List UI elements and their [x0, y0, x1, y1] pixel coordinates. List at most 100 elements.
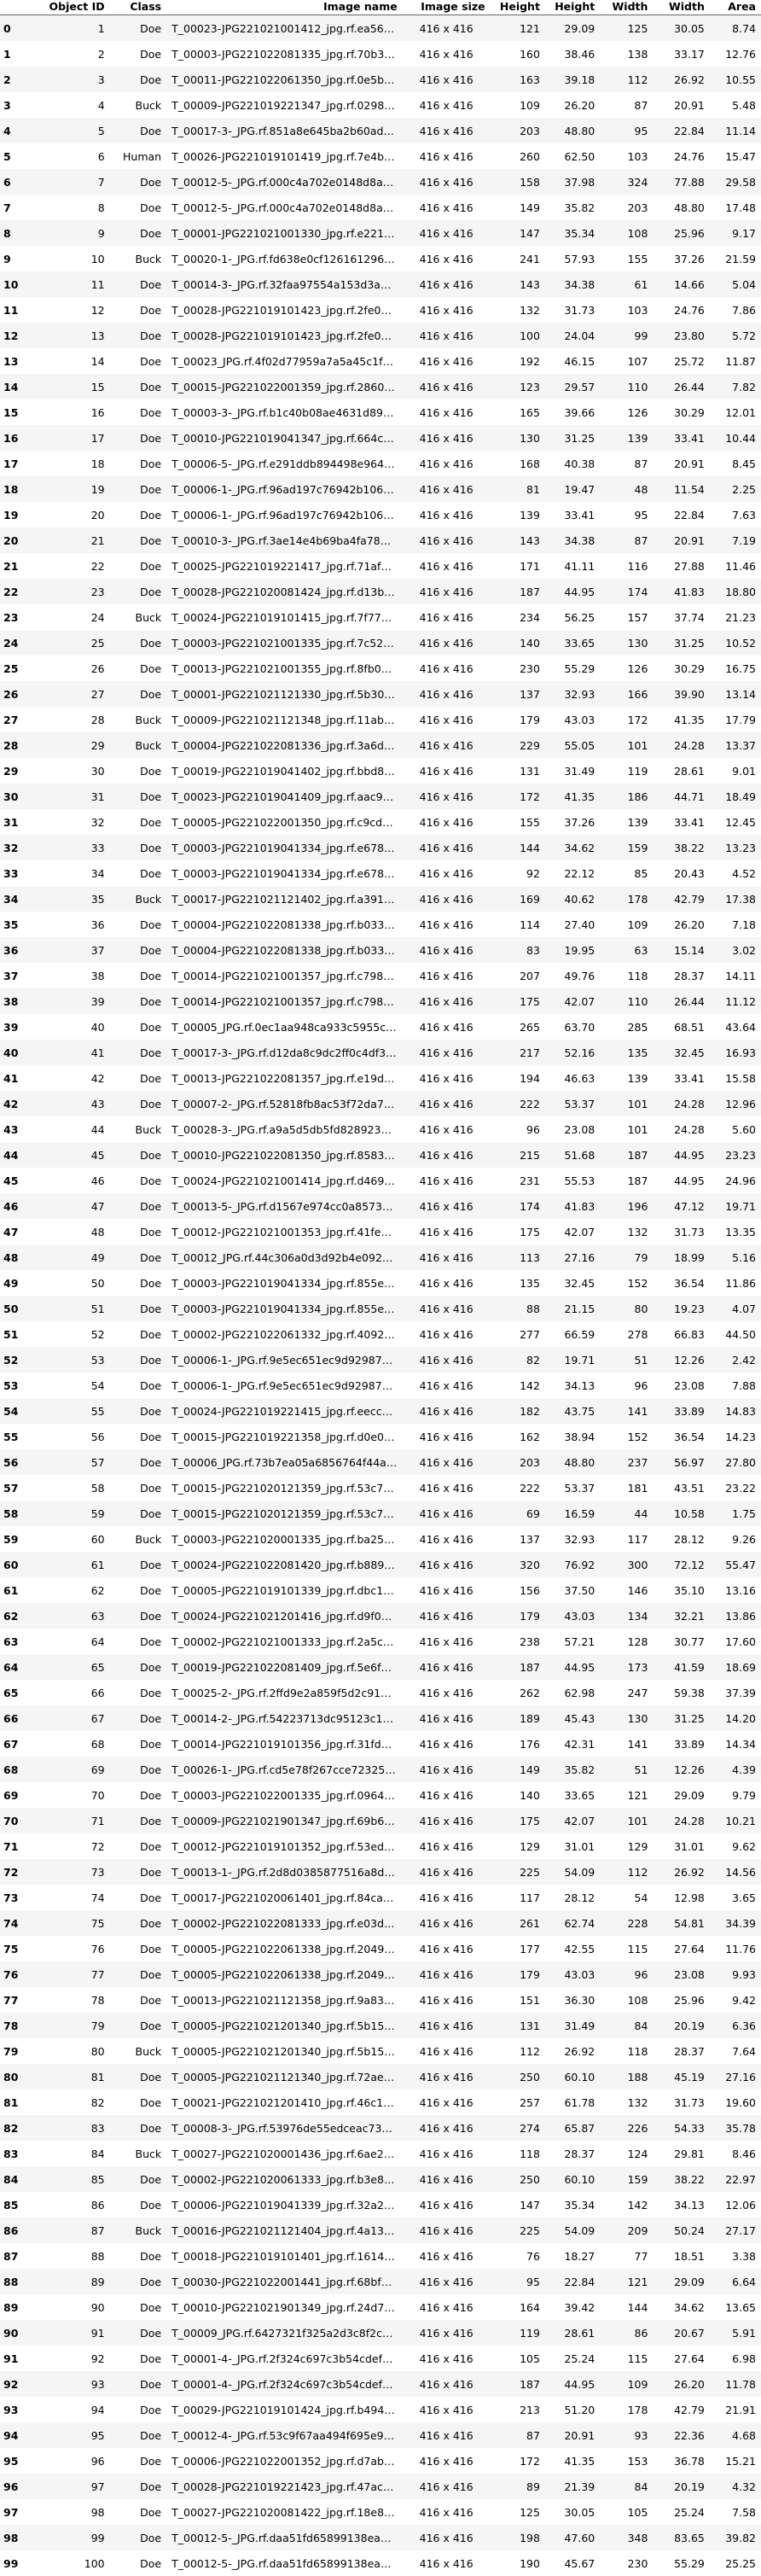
cell-height-pct: 23.08 — [545, 1116, 600, 1142]
cell-width-pct: 30.05 — [653, 15, 709, 42]
cell-index: 87 — [0, 2243, 35, 2269]
cell-image-size: 416 x 416 — [403, 553, 491, 579]
cell-width-px: 187 — [600, 1168, 653, 1193]
cell-class: Doe — [110, 1629, 166, 1654]
cell-width-pct: 37.74 — [653, 604, 709, 630]
cell-width-pct: 32.45 — [653, 1040, 709, 1065]
cell-object-id: 33 — [35, 835, 110, 860]
cell-height-pct: 37.26 — [545, 809, 600, 835]
cell-image-size: 416 x 416 — [403, 195, 491, 220]
cell-index: 33 — [0, 860, 35, 886]
cell-class: Doe — [110, 1501, 166, 1526]
cell-height-pct: 44.95 — [545, 579, 600, 604]
cell-height-px: 192 — [491, 348, 545, 374]
cell-height-pct: 53.37 — [545, 1091, 600, 1116]
cell-class: Doe — [110, 1987, 166, 2013]
cell-width-pct: 31.25 — [653, 1705, 709, 1731]
cell-width-pct: 18.99 — [653, 1244, 709, 1270]
cell-index: 38 — [0, 988, 35, 1014]
cell-object-id: 38 — [35, 963, 110, 988]
cell-height-px: 274 — [491, 2115, 545, 2141]
cell-image-name: T_00018-JPG221019101401_jpg.rf.1614f65ce… — [166, 2243, 403, 2269]
cell-width-px: 157 — [600, 604, 653, 630]
cell-class: Doe — [110, 1449, 166, 1475]
cell-width-pct: 38.22 — [653, 2166, 709, 2192]
cell-width-pct: 10.58 — [653, 1501, 709, 1526]
cell-area: 5.72 — [710, 323, 761, 348]
cell-height-pct: 36.30 — [545, 1987, 600, 2013]
cell-image-name: T_00012-5-_JPG.rf.000c4a702e0148d8ae0c33… — [166, 169, 403, 195]
cell-class: Doe — [110, 220, 166, 246]
cell-image-size: 416 x 416 — [403, 886, 491, 912]
cell-image-name: T_00030-JPG221022001441_jpg.rf.68bfb22c3… — [166, 2269, 403, 2294]
cell-object-id: 73 — [35, 1859, 110, 1885]
cell-width-pct: 29.09 — [653, 1782, 709, 1808]
cell-index: 60 — [0, 1552, 35, 1577]
cell-image-size: 416 x 416 — [403, 579, 491, 604]
cell-index: 53 — [0, 1373, 35, 1398]
cell-index: 94 — [0, 2422, 35, 2448]
cell-area: 4.32 — [710, 2474, 761, 2499]
cell-image-size: 416 x 416 — [403, 297, 491, 323]
cell-height-pct: 56.25 — [545, 604, 600, 630]
cell-image-name: T_00028-JPG221020081424_jpg.rf.d13b6f7ac… — [166, 579, 403, 604]
cell-class: Doe — [110, 630, 166, 656]
cell-image-size: 416 x 416 — [403, 2089, 491, 2115]
cell-width-pct: 12.26 — [653, 1757, 709, 1782]
cell-height-pct: 20.91 — [545, 2422, 600, 2448]
cell-class: Doe — [110, 1424, 166, 1449]
cell-height-pct: 51.20 — [545, 2397, 600, 2422]
cell-image-name: T_00021-JPG221021201410_jpg.rf.46c138ad2… — [166, 2089, 403, 2115]
cell-image-name: T_00024-JPG221019101415_jpg.rf.7f7720afb… — [166, 604, 403, 630]
cell-width-pct: 24.28 — [653, 1808, 709, 1833]
cell-image-name: T_00002-JPG221022061332_jpg.rf.40928839e… — [166, 1321, 403, 1347]
cell-object-id: 62 — [35, 1577, 110, 1603]
cell-width-px: 87 — [600, 451, 653, 476]
cell-image-size: 416 x 416 — [403, 1449, 491, 1475]
cell-image-size: 416 x 416 — [403, 1808, 491, 1833]
cell-index: 69 — [0, 1782, 35, 1808]
cell-object-id: 6 — [35, 143, 110, 169]
cell-width-pct: 48.80 — [653, 195, 709, 220]
cell-width-pct: 27.64 — [653, 2346, 709, 2371]
cell-class: Human — [110, 143, 166, 169]
cell-object-id: 83 — [35, 2115, 110, 2141]
cell-image-name: T_00012-JPG221021001353_jpg.rf.41fe9d7b7… — [166, 1219, 403, 1244]
cell-height-px: 262 — [491, 1680, 545, 1705]
cell-object-id: 74 — [35, 1885, 110, 1910]
cell-image-name: T_00028-JPG221019101423_jpg.rf.2fe01c4f6… — [166, 297, 403, 323]
cell-width-px: 142 — [600, 2192, 653, 2218]
cell-image-size: 416 x 416 — [403, 1347, 491, 1373]
cell-area: 12.76 — [710, 41, 761, 67]
cell-height-pct: 52.16 — [545, 1040, 600, 1065]
cell-width-px: 126 — [600, 656, 653, 681]
cell-object-id: 69 — [35, 1757, 110, 1782]
cell-width-pct: 24.28 — [653, 1091, 709, 1116]
cell-width-pct: 19.23 — [653, 1296, 709, 1321]
cell-image-name: T_00024-JPG221022081420_jpg.rf.b889fca6b… — [166, 1552, 403, 1577]
cell-height-pct: 60.10 — [545, 2064, 600, 2089]
cell-image-size: 416 x 416 — [403, 681, 491, 707]
cell-class: Doe — [110, 963, 166, 988]
cell-object-id: 44 — [35, 1116, 110, 1142]
cell-height-pct: 34.62 — [545, 835, 600, 860]
cell-area: 7.64 — [710, 2038, 761, 2064]
cell-area: 1.75 — [710, 1501, 761, 1526]
cell-area: 7.58 — [710, 2499, 761, 2525]
cell-class: Buck — [110, 732, 166, 758]
cell-height-px: 277 — [491, 1321, 545, 1347]
cell-width-px: 128 — [600, 1629, 653, 1654]
cell-index: 20 — [0, 527, 35, 553]
cell-image-name: T_00006-1-_JPG.rf.9e5ec651ec9d9298753570… — [166, 1373, 403, 1398]
cell-height-px: 171 — [491, 553, 545, 579]
cell-index: 21 — [0, 553, 35, 579]
cell-area: 14.23 — [710, 1424, 761, 1449]
